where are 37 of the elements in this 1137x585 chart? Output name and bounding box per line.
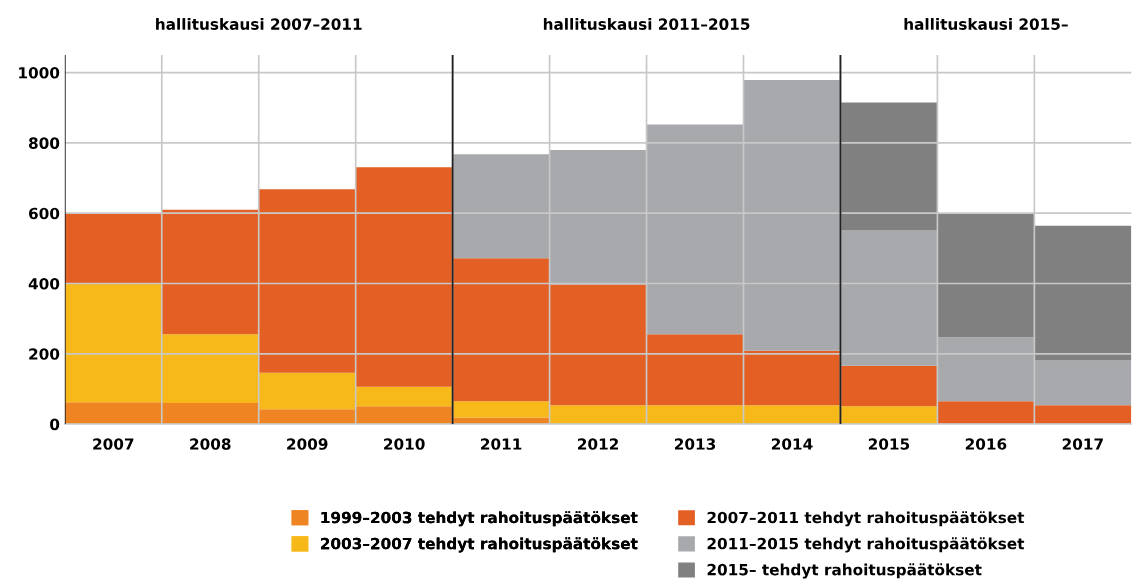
y-tick-label: 0 bbox=[50, 418, 60, 431]
bar bbox=[161, 334, 259, 404]
x-tick-label: 2014 bbox=[771, 438, 813, 450]
text: hallituskausi 2007–2011 bbox=[156, 18, 362, 30]
x-tick-label: 2013 bbox=[674, 438, 716, 450]
x-tick-label: 2010 bbox=[384, 438, 425, 450]
x-tick-label: 2007 bbox=[93, 438, 134, 450]
y-tick-label: 400 bbox=[28, 277, 60, 290]
bar bbox=[258, 409, 356, 425]
y-tick-label: 800 bbox=[28, 137, 60, 149]
text: hallituskausi 2015– bbox=[904, 18, 1068, 30]
legend-label: 2007–2011 tehdyt rahoituspäätökset bbox=[707, 511, 1025, 527]
bar bbox=[64, 213, 162, 284]
bar bbox=[161, 403, 259, 425]
y-tick-label: 1000 bbox=[19, 67, 60, 79]
bar bbox=[161, 209, 259, 335]
x-tick-label: 2008 bbox=[190, 438, 231, 450]
y-tick-label: 600 bbox=[29, 207, 60, 220]
text: hallituskausi 2011–2015 bbox=[543, 18, 750, 30]
x-tick-label: 2011 bbox=[481, 438, 522, 450]
bar bbox=[355, 406, 453, 425]
bar bbox=[64, 283, 162, 403]
legend-label: 2011–2015 tehdyt rahoituspäätökset bbox=[707, 537, 1025, 553]
bar bbox=[64, 402, 162, 425]
bar bbox=[355, 167, 453, 387]
legend-label: 2015– tehdyt rahoituspäätökset bbox=[707, 563, 982, 579]
x-tick-label: 2016 bbox=[965, 438, 1007, 450]
x-tick-label: 2017 bbox=[1062, 438, 1103, 450]
bar bbox=[258, 189, 356, 373]
legend-label: 2003–2007 tehdyt rahoituspäätökset bbox=[321, 537, 638, 553]
bar bbox=[258, 372, 356, 410]
bar bbox=[355, 386, 453, 407]
y-tick-label: 200 bbox=[29, 348, 60, 360]
legend-label: 1999–2003 tehdyt rahoituspäätökset bbox=[321, 511, 638, 527]
x-tick-label: 2012 bbox=[578, 438, 618, 450]
x-tick-label: 2015 bbox=[868, 438, 910, 450]
x-tick-label: 2009 bbox=[287, 438, 328, 450]
